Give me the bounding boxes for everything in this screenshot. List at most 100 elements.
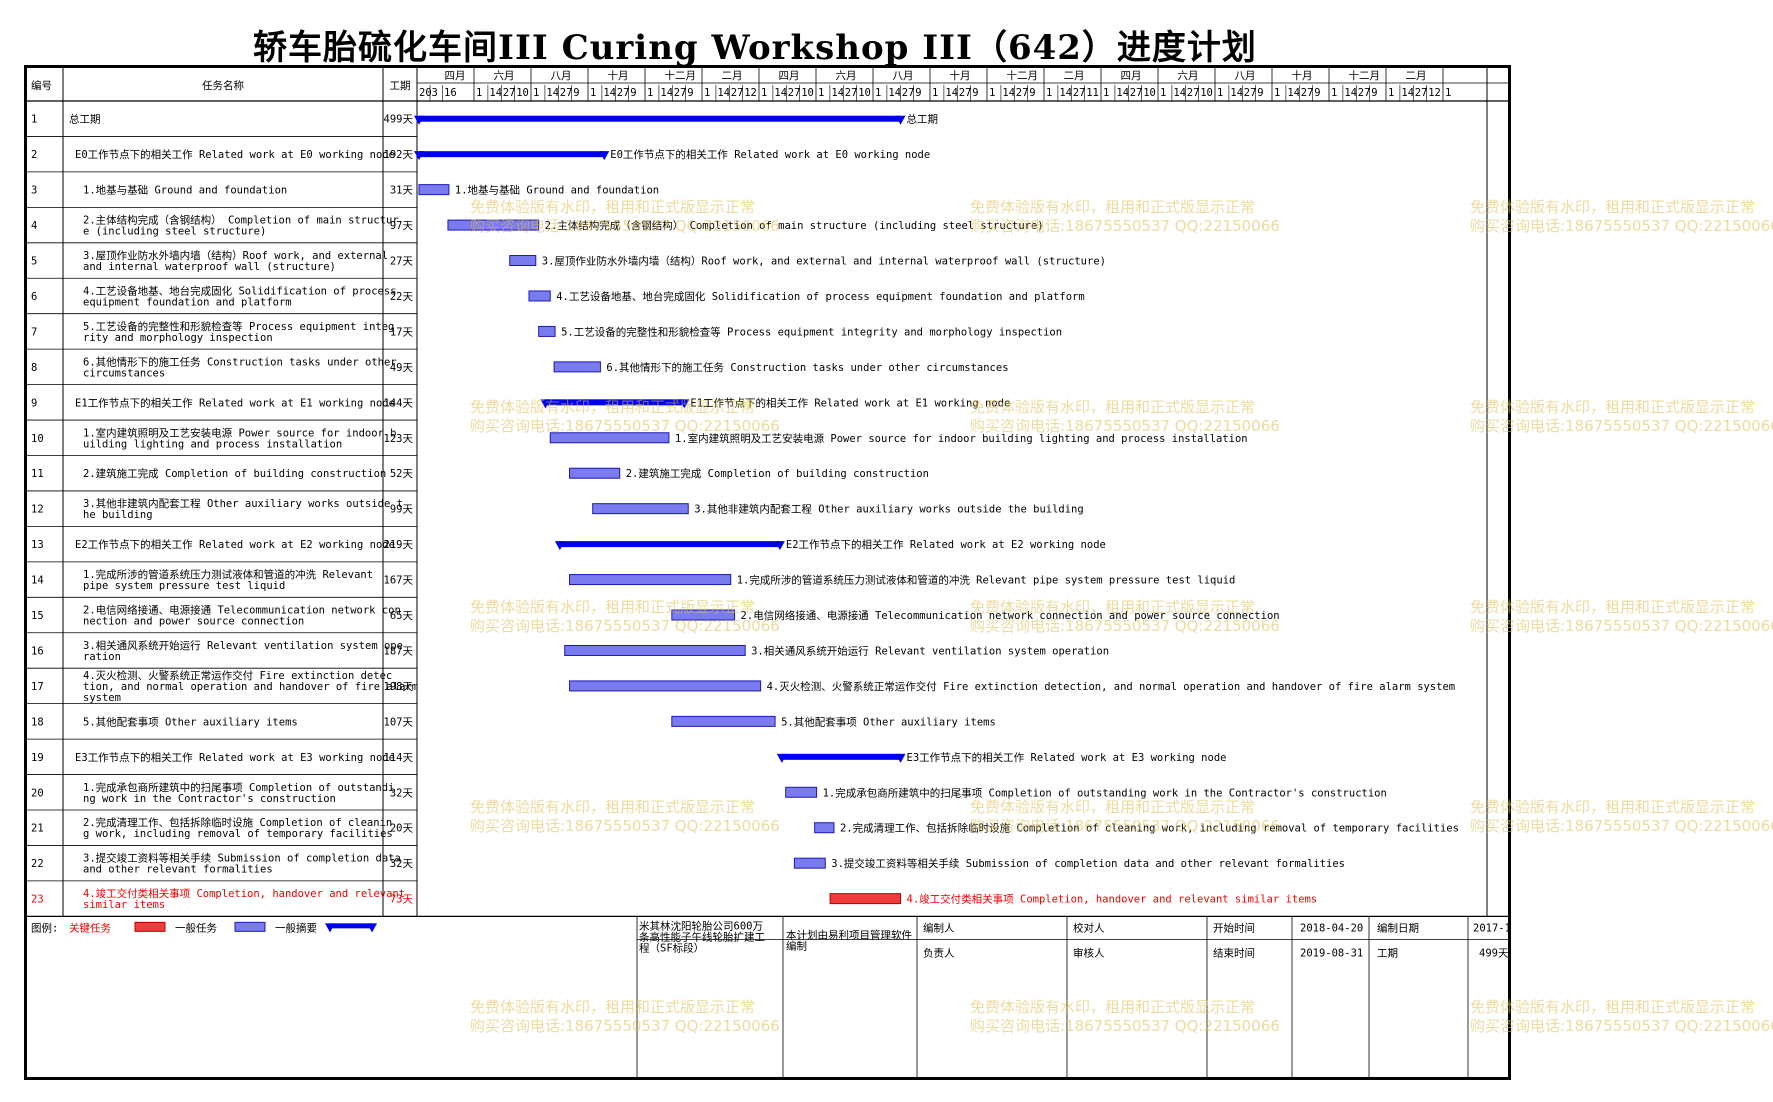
task-name: 2.建筑施工完成 Completion of building construc…: [83, 467, 386, 480]
month-label: 四月: [445, 70, 466, 82]
bar-label: E0工作节点下的相关工作 Related work at E0 working …: [610, 148, 930, 161]
day-label: 1: [476, 87, 482, 99]
task-id: 21: [31, 823, 44, 835]
task-duration: 22天: [390, 291, 414, 303]
day-label: 27: [503, 87, 516, 99]
footer-compiler-label: 编制人: [923, 921, 955, 934]
day-label: 1: [818, 87, 824, 99]
task-name: E1工作节点下的相关工作 Related work at E1 working …: [75, 396, 395, 409]
day-label: 12: [744, 87, 757, 99]
summary-bar-end: [774, 541, 785, 551]
month-label: 二月: [722, 70, 743, 82]
day-label: 27: [1187, 87, 1200, 99]
watermark-line: 免费体验版有水印，租用和正式版显示正常: [1470, 998, 1756, 1016]
day-label: 10: [858, 87, 871, 99]
legend-summary-label: 一般摘要: [275, 921, 317, 934]
task-duration: 20天: [390, 823, 414, 835]
summary-bar-start: [540, 399, 551, 409]
day-label: 27: [731, 87, 744, 99]
task-bar: [569, 680, 762, 692]
task-duration: 32天: [390, 787, 414, 799]
watermark-line: 购买咨询电话:18675550537 QQ:22150066: [1470, 817, 1773, 835]
summary-bar-end: [599, 151, 610, 161]
legend-normal-label: 一般任务: [175, 921, 217, 934]
task-bar: [509, 255, 537, 267]
task-duration: 192天: [384, 149, 414, 161]
task-duration: 97天: [390, 220, 414, 232]
task-duration: 499天: [384, 114, 414, 126]
summary-bar: [559, 541, 780, 548]
task-name: 4.工艺设备地基、地台完成固化 Solidification of proces…: [83, 284, 403, 308]
day-label: 1: [1103, 87, 1109, 99]
task-duration: 187天: [384, 645, 414, 657]
task-id: 4: [31, 220, 37, 232]
watermark-line: 免费体验版有水印，租用和正式版显示正常: [1470, 598, 1756, 616]
month-label: 十二月: [1349, 69, 1381, 82]
day-label: 14: [831, 87, 844, 99]
watermark-text: 免费体验版有水印，租用和正式版显示正常 购买咨询电话:18675550537 QQ…: [1470, 998, 1773, 1036]
task-duration: 32天: [390, 858, 414, 870]
day-label: 1: [1160, 87, 1166, 99]
task-name: E3工作节点下的相关工作 Related work at E3 working …: [75, 751, 395, 764]
day-label: 10: [1143, 87, 1156, 99]
day-label: 14: [603, 87, 616, 99]
task-name: 总工期: [69, 113, 101, 126]
bar-label: 3.其他非建筑内配套工程 Other auxiliary works outsi…: [694, 503, 1083, 516]
task-name: 3.相关通风系统开始运行 Relevant ventilation system…: [83, 639, 403, 663]
task-duration: 52天: [390, 468, 414, 480]
gantt-frame: 编号 任务名称 工期 四月 六月 八月 十月 十二月 二月 四月 六月 八月 十月 十二月 二月 四月 六月 八月…: [24, 65, 1511, 1080]
task-id: 17: [31, 681, 44, 693]
header-no: 编号: [31, 79, 52, 92]
bar-label: 3.相关通风系统开始运行 Relevant ventilation system…: [751, 644, 1109, 657]
month-label: 十二月: [665, 69, 697, 82]
day-label: 27: [1130, 87, 1143, 99]
task-name: 1.完成所涉的管道系统压力测试液体和管道的冲洗 Relevant pipe sy…: [83, 568, 379, 592]
task-duration: 49天: [390, 362, 414, 374]
task-id: 3: [31, 185, 37, 197]
footer-reviewer-label: 校对人: [1073, 921, 1105, 934]
summary-bar: [545, 399, 685, 406]
watermark-line: 免费体验版有水印，租用和正式版显示正常: [1470, 798, 1756, 816]
day-label: 27: [959, 87, 972, 99]
watermark-line: 购买咨询电话:18675550537 QQ:22150066: [1470, 417, 1773, 435]
task-id: 19: [31, 752, 44, 764]
watermark-text: 免费体验版有水印，租用和正式版显示正常 购买咨询电话:18675550537 QQ…: [1470, 598, 1773, 636]
day-label: 27: [845, 87, 858, 99]
task-id: 10: [31, 433, 44, 445]
summary-bar: [781, 753, 901, 760]
day-label: 14: [1002, 87, 1015, 99]
day-label: 14: [660, 87, 673, 99]
day-label: 1: [647, 87, 653, 99]
task-name: 1.完成承包商所建筑中的扫尾事项 Completion of outstandi…: [83, 781, 394, 805]
bar-label: 1.地基与基础 Ground and foundation: [455, 184, 659, 197]
bar-label: 5.其他配套事项 Other auxiliary items: [781, 715, 996, 728]
task-bar: [793, 857, 826, 869]
bar-label: 5.工艺设备的完整性和形貌检查等 Process equipment integ…: [561, 325, 1062, 338]
task-bar: [447, 219, 540, 231]
summary-bar-end: [679, 399, 690, 409]
task-name: 3.提交竣工资料等相关手续 Submission of completion d…: [83, 852, 407, 876]
day-label: 1: [704, 87, 710, 99]
footer-responsible-label: 负责人: [923, 946, 955, 959]
task-duration: 31天: [390, 185, 414, 197]
task-id: 15: [31, 610, 44, 622]
day-label: 1: [989, 87, 995, 99]
task-id: 23: [31, 894, 44, 906]
bar-label: 3.屋顶作业防水外墙内墙（结构）Roof work, and external …: [542, 255, 1106, 268]
day-label: 10: [801, 87, 814, 99]
task-name: E2工作节点下的相关工作 Related work at E2 working …: [75, 538, 395, 551]
footer-end-label: 结束时间: [1213, 946, 1255, 959]
day-label: 27: [617, 87, 630, 99]
task-id: 8: [31, 362, 37, 374]
footer-dur-label: 工期: [1377, 947, 1398, 959]
month-label: 二月: [1064, 70, 1085, 82]
day-label: 16: [444, 87, 457, 99]
day-label: 9: [1257, 87, 1263, 99]
watermark-line: 购买咨询电话:18675550537 QQ:22150066: [1470, 1017, 1773, 1035]
day-label: 9: [687, 87, 693, 99]
day-label: 3: [432, 87, 438, 99]
task-name: 6.其他情形下的施工任务 Construction tasks under ot…: [83, 355, 403, 379]
task-duration: 17天: [390, 326, 414, 338]
bar-label: 4.灭火检测、火警系统正常运作交付 Fire extinction detect…: [767, 680, 1456, 693]
